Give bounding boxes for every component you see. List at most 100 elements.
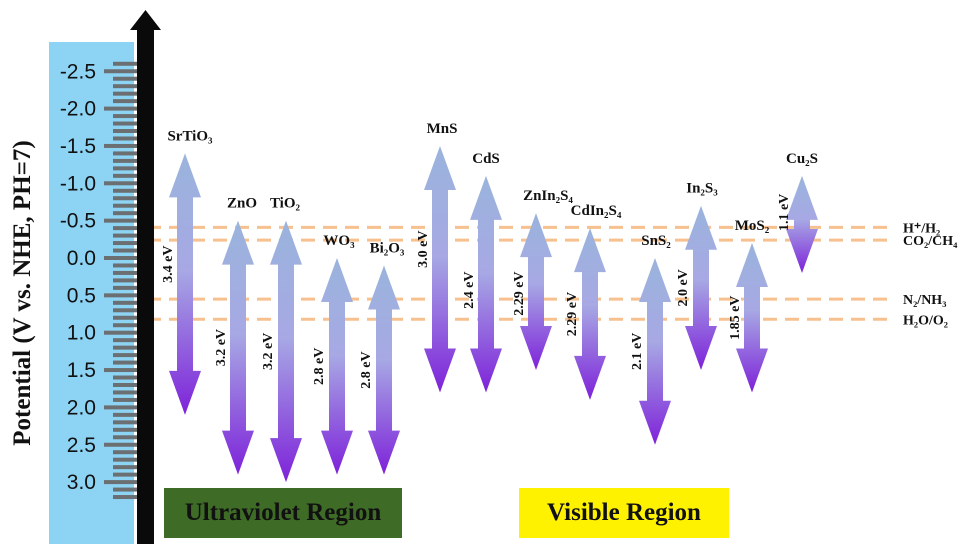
minor-tick <box>113 345 137 350</box>
band-arrow <box>736 243 768 393</box>
minor-tick <box>113 308 137 313</box>
minor-tick <box>113 435 137 440</box>
reference-label: CO₂/CH₄ <box>903 234 958 249</box>
major-tick <box>104 143 137 148</box>
minor-tick <box>113 166 137 171</box>
band-arrow <box>270 220 302 483</box>
minor-tick <box>113 99 137 104</box>
minor-tick <box>113 248 137 253</box>
tick-label: 1.0 <box>67 322 96 345</box>
band-arrow <box>639 258 671 445</box>
minor-tick <box>113 315 137 320</box>
minor-tick <box>113 211 137 216</box>
material-label: TiO₂ <box>270 196 301 212</box>
major-tick <box>104 480 137 485</box>
minor-tick <box>113 323 137 328</box>
major-tick <box>104 106 137 111</box>
band-gap-label: 2.29 eV <box>565 292 580 336</box>
minor-tick <box>113 263 137 268</box>
minor-tick <box>113 136 137 141</box>
band-gap-label: 2.4 eV <box>462 271 477 308</box>
tick-label: -2.0 <box>60 98 96 121</box>
band-gap-label: 1.1 eV <box>777 194 792 231</box>
minor-tick <box>113 129 137 134</box>
band-arrow <box>520 213 552 371</box>
minor-tick <box>113 382 137 387</box>
tick-label: 2.0 <box>67 396 96 419</box>
minor-tick <box>113 375 137 380</box>
tick-label: -2.5 <box>60 60 96 83</box>
band-gap-label: 3.0 eV <box>416 231 431 268</box>
minor-tick <box>113 226 137 231</box>
minor-tick <box>113 397 137 402</box>
major-tick <box>104 405 137 410</box>
tick-label: 3.0 <box>67 471 96 494</box>
minor-tick <box>113 196 137 201</box>
minor-tick <box>113 353 137 358</box>
major-tick <box>104 330 137 335</box>
band-gap-label: 2.0 eV <box>676 269 691 306</box>
material-label: SrTiO₃ <box>167 128 213 144</box>
major-tick <box>104 293 137 298</box>
major-tick <box>104 218 137 223</box>
tick-label: -0.5 <box>60 210 96 233</box>
minor-tick <box>113 450 137 455</box>
reference-label: H⁺/H₂ <box>903 221 940 236</box>
minor-tick <box>113 158 137 163</box>
visible-region-box: Visible Region <box>519 488 729 538</box>
material-label: Cu₂S <box>786 151 818 167</box>
major-tick <box>104 69 137 74</box>
minor-tick <box>113 285 137 290</box>
band-arrow <box>574 228 606 400</box>
tick-label: 0.0 <box>67 247 96 270</box>
minor-tick <box>113 338 137 343</box>
material-label: SnS₂ <box>641 233 671 249</box>
band-gap-label: 2.1 eV <box>630 333 645 370</box>
major-tick <box>104 442 137 447</box>
band-gap-label: 2.29 eV <box>512 271 527 315</box>
minor-tick <box>113 188 137 193</box>
material-label: WO₃ <box>323 233 355 249</box>
reference-label: N₂/NH₃ <box>903 293 946 308</box>
reference-label: H₂O/O₂ <box>903 313 948 328</box>
minor-tick <box>113 241 137 246</box>
band-gap-label: 3.2 eV <box>214 329 229 366</box>
minor-tick <box>113 84 137 89</box>
material-label: MoS₂ <box>735 218 770 234</box>
minor-tick <box>113 487 137 492</box>
band-arrow <box>786 175 818 273</box>
material-label: CdS <box>472 151 500 167</box>
band-arrow <box>368 265 400 475</box>
tick-label: 0.5 <box>67 284 96 307</box>
minor-tick <box>113 472 137 477</box>
band-arrow <box>424 145 456 393</box>
major-tick <box>104 181 137 186</box>
axis-arrowhead <box>130 10 161 30</box>
minor-tick <box>113 360 137 365</box>
minor-tick <box>113 114 137 119</box>
material-label: MnS <box>427 121 458 137</box>
material-label: In₂S₃ <box>686 181 718 197</box>
minor-tick <box>113 76 137 81</box>
minor-tick <box>113 465 137 470</box>
minor-tick <box>113 427 137 432</box>
minor-tick <box>113 151 137 156</box>
material-label: Bi₂O₃ <box>370 240 405 256</box>
minor-tick <box>113 173 137 178</box>
major-tick <box>104 256 137 260</box>
minor-tick <box>113 61 137 66</box>
minor-tick <box>113 278 137 283</box>
minor-tick <box>113 233 137 238</box>
minor-tick <box>113 457 137 462</box>
band-arrow <box>685 205 717 371</box>
minor-tick <box>113 121 137 126</box>
band-arrow <box>321 258 353 475</box>
minor-tick <box>113 203 137 208</box>
band-arrow <box>169 153 201 415</box>
minor-tick <box>113 420 137 425</box>
ultraviolet-region-box: Ultraviolet Region <box>164 488 402 538</box>
band-gap-label: 1.85 eV <box>728 296 743 340</box>
band-gap-label: 2.8 eV <box>359 351 374 388</box>
tick-label: -1.0 <box>60 172 96 195</box>
